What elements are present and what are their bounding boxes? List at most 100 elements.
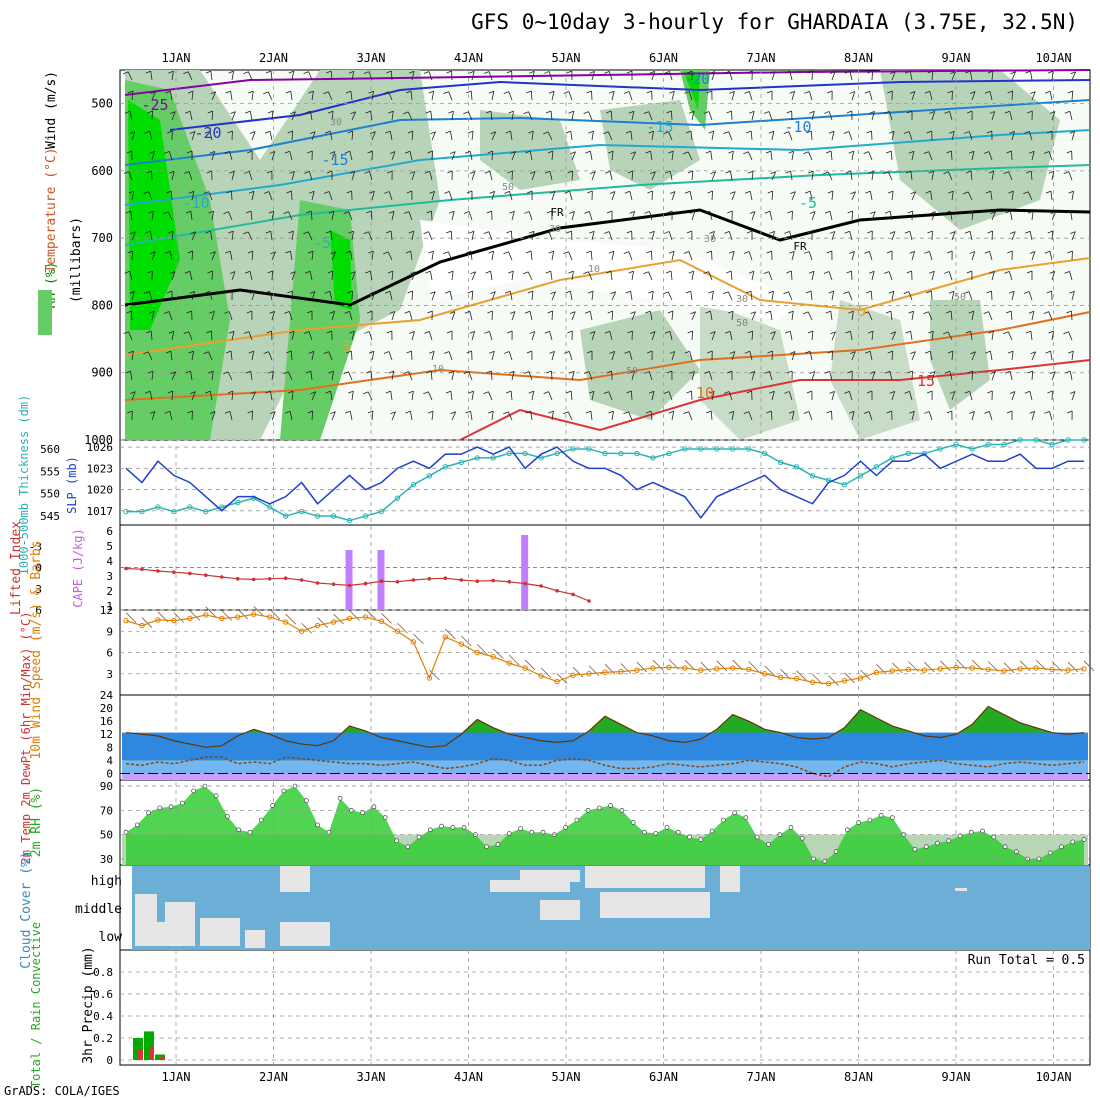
wind-barb-flag: [724, 70, 730, 74]
rh-contour-label: 50: [736, 318, 748, 329]
wind-barb-flag: [627, 330, 633, 334]
wind-barb-flag: [948, 190, 954, 194]
wind-barb: [490, 111, 493, 121]
wind-barb: [831, 71, 836, 81]
wind-barb: [771, 331, 776, 341]
wind-barb: [1028, 131, 1033, 141]
wind-barb-flag: [307, 250, 314, 254]
wind-barb-flag: [928, 330, 934, 334]
lifted-point: [124, 566, 128, 571]
wind-barb-10m: [828, 675, 839, 686]
wind-barb: [1011, 191, 1014, 201]
wind-barb: [831, 231, 836, 241]
rh-contour-label: 50: [954, 292, 966, 303]
wind-barb: [631, 371, 635, 381]
wind-barb: [190, 211, 193, 221]
wind-barb: [628, 251, 633, 261]
wind-barb: [808, 251, 813, 261]
x-tick-label-bottom: 1JAN: [162, 1070, 191, 1084]
wind-barb-flag: [305, 370, 312, 374]
wind-barb: [770, 311, 773, 321]
wind-barb-flag: [149, 310, 155, 314]
wind-barb: [530, 90, 533, 101]
wind-barb-flag: [1063, 331, 1069, 335]
wind-barb-flag: [803, 311, 809, 315]
thickness-point: [282, 513, 289, 519]
wind-barb: [628, 91, 633, 101]
wind-speed-point: [570, 672, 576, 678]
wind-barb: [468, 371, 473, 381]
wind-barb: [931, 171, 934, 181]
wind-barb-flag: [907, 370, 913, 374]
wind-speed-point: [219, 615, 225, 622]
wind-barb-flag: [1069, 391, 1076, 394]
wind-speed-point: [1081, 666, 1087, 672]
wind-barb-flag: [909, 251, 915, 254]
wind-barb-flag: [624, 350, 630, 354]
wind-barb-flag: [247, 150, 253, 154]
wind-barb: [511, 151, 516, 161]
wind-barb: [950, 150, 953, 161]
wind-barb-flag: [668, 150, 674, 154]
wind-barb: [908, 291, 913, 301]
cloud-patch: [540, 900, 580, 920]
rh-contour-label: 30: [704, 234, 716, 245]
wind-speed-point: [746, 666, 752, 673]
wind-barb: [570, 131, 573, 141]
wind-barb-flag: [683, 411, 689, 415]
wind-barb: [370, 371, 373, 381]
wind-barb: [131, 351, 134, 361]
wind-barb-flag: [445, 130, 451, 134]
wind-barb-flag: [170, 371, 176, 375]
wind-barb: [331, 151, 336, 161]
wind-barb-flag: [808, 270, 815, 274]
rh-point: [157, 805, 163, 811]
wind-barb: [287, 371, 293, 381]
wind-barb: [769, 211, 773, 221]
wind-barb: [331, 311, 336, 321]
wind-barb-flag: [566, 390, 572, 394]
wind-barb: [430, 370, 433, 381]
wind-barb: [711, 331, 716, 341]
wind-barb-flag: [328, 210, 335, 214]
wind-barb-flag: [529, 171, 536, 174]
wind-barb: [291, 331, 295, 341]
x-tick-label-top: 9JAN: [942, 51, 971, 65]
wind-barb: [1069, 371, 1073, 381]
wind-speed-point: [1001, 668, 1007, 674]
wind-barb-flag: [344, 150, 350, 154]
wind-barb-flag: [347, 130, 353, 134]
wind-barb-flag: [289, 170, 295, 174]
wind-barb-flag: [967, 110, 973, 114]
wind-barb: [308, 171, 313, 181]
wind-barb-flag: [430, 291, 436, 294]
wind-barb: [791, 411, 795, 421]
wind-barb: [671, 411, 675, 421]
rh-tick: 30: [100, 853, 113, 866]
wind-barb-flag: [209, 310, 215, 314]
wind-speed-point: [442, 634, 449, 640]
wind-barb-flag: [766, 90, 773, 94]
thickness-point: [586, 446, 592, 452]
wind-barb: [671, 151, 674, 161]
wind-barb-flag: [484, 170, 490, 174]
rh-point: [371, 804, 377, 810]
wind-barb: [649, 211, 653, 221]
wind-barb-flag: [367, 410, 374, 414]
wind-barb-flag: [845, 170, 851, 174]
rh-point: [146, 810, 151, 816]
wind-barb: [531, 71, 535, 81]
wind-barb: [689, 351, 693, 361]
rh-point: [980, 828, 985, 834]
wind-barb: [790, 171, 793, 181]
wind-barb-flag: [904, 390, 910, 394]
wind-barb-flag: [765, 150, 772, 154]
wind-barb: [688, 251, 693, 261]
wind-barb-flag: [884, 210, 891, 214]
wind-barb: [711, 190, 714, 201]
wind-barb-flag: [326, 170, 333, 174]
wind-barb-flag: [949, 231, 956, 234]
wind-barb: [229, 151, 233, 161]
wind-barb: [690, 291, 693, 301]
wind-barb: [170, 190, 173, 201]
